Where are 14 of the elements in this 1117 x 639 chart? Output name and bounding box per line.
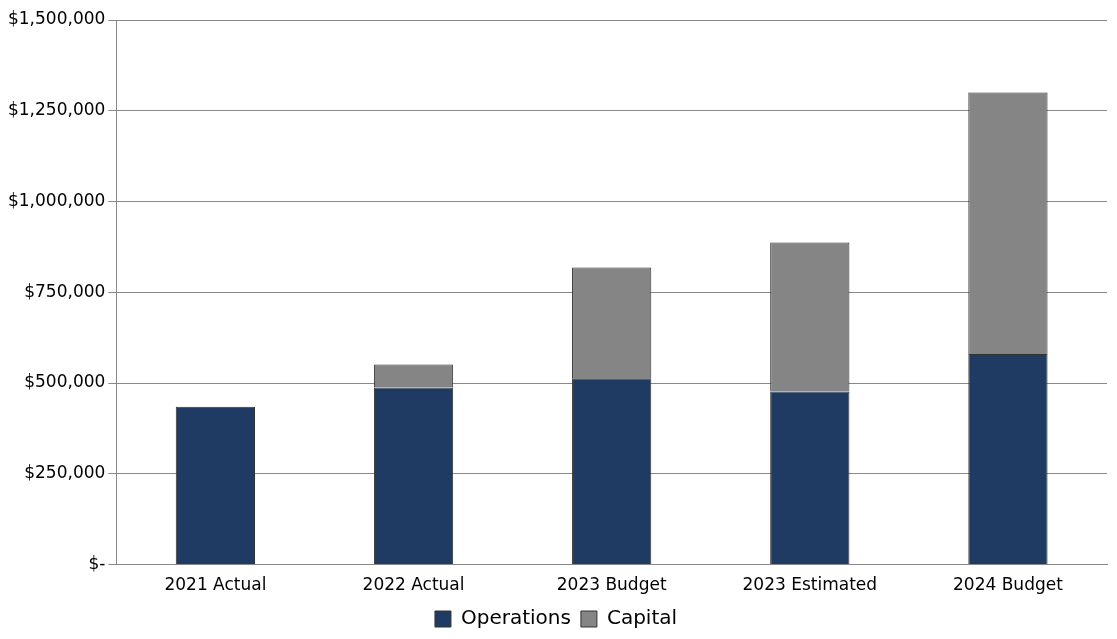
x-tick-label: 2023 Estimated <box>742 574 878 595</box>
legend-label: Capital <box>606 605 678 630</box>
y-tick-label: $250,000 <box>24 462 106 483</box>
x-tick-label: 2024 Budget <box>953 574 1064 595</box>
x-tick-label: 2023 Budget <box>556 574 667 595</box>
x-tick-label: 2022 Actual <box>362 574 465 595</box>
y-tick-label: $1,500,000 <box>7 8 106 29</box>
y-tick-label: $1,000,000 <box>7 189 106 210</box>
legend-label: Operations <box>460 605 571 630</box>
y-tick-label: $750,000 <box>24 280 106 301</box>
y-tick-label: $- <box>88 553 106 574</box>
y-tick-label: $500,000 <box>24 371 106 392</box>
y-tick-label: $1,250,000 <box>7 99 106 120</box>
x-tick-label: 2021 Actual <box>164 574 267 595</box>
